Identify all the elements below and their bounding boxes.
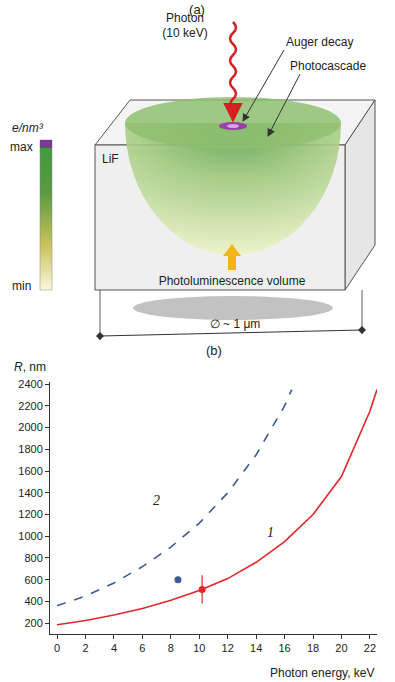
svg-text:(a): (a) xyxy=(189,2,205,17)
svg-text:Photon: Photon xyxy=(166,11,204,25)
svg-text:(b): (b) xyxy=(206,343,222,358)
svg-text:1: 1 xyxy=(267,525,274,540)
svg-text:16: 16 xyxy=(278,642,290,654)
svg-text:10: 10 xyxy=(193,642,205,654)
svg-text:1000: 1000 xyxy=(18,530,42,542)
svg-text:800: 800 xyxy=(24,552,42,564)
svg-text:14: 14 xyxy=(250,642,262,654)
svg-text:400: 400 xyxy=(24,595,42,607)
svg-text:600: 600 xyxy=(24,574,42,586)
svg-text:2: 2 xyxy=(82,642,88,654)
svg-text:2200: 2200 xyxy=(18,400,42,412)
svg-text:1800: 1800 xyxy=(18,443,42,455)
svg-text:200: 200 xyxy=(24,617,42,629)
svg-text:20: 20 xyxy=(335,642,347,654)
svg-text:R, nm: R, nm xyxy=(14,360,46,374)
svg-text:Photon energy, keV: Photon energy, keV xyxy=(270,666,375,680)
svg-text:min: min xyxy=(12,279,31,293)
svg-text:0: 0 xyxy=(54,642,60,654)
svg-text:Auger decay: Auger decay xyxy=(286,35,353,49)
svg-text:4: 4 xyxy=(111,642,117,654)
svg-text:8: 8 xyxy=(168,642,174,654)
svg-text:2: 2 xyxy=(153,493,160,508)
svg-text:6: 6 xyxy=(139,642,145,654)
svg-text:1200: 1200 xyxy=(18,508,42,520)
svg-text:1600: 1600 xyxy=(18,465,42,477)
svg-text:22: 22 xyxy=(364,642,376,654)
svg-text:Photocascade: Photocascade xyxy=(290,59,366,73)
svg-text:∅ ~ 1 μm: ∅ ~ 1 μm xyxy=(210,317,261,331)
svg-text:2400: 2400 xyxy=(18,378,42,390)
svg-text:LiF: LiF xyxy=(102,152,119,166)
svg-text:1400: 1400 xyxy=(18,487,42,499)
svg-text:18: 18 xyxy=(307,642,319,654)
svg-text:e/nm³: e/nm³ xyxy=(12,121,44,135)
svg-text:Photoluminescence volume: Photoluminescence volume xyxy=(159,274,306,288)
svg-text:12: 12 xyxy=(222,642,234,654)
svg-text:(10 keV): (10 keV) xyxy=(162,26,207,40)
svg-text:2000: 2000 xyxy=(18,421,42,433)
svg-text:max: max xyxy=(10,140,33,154)
